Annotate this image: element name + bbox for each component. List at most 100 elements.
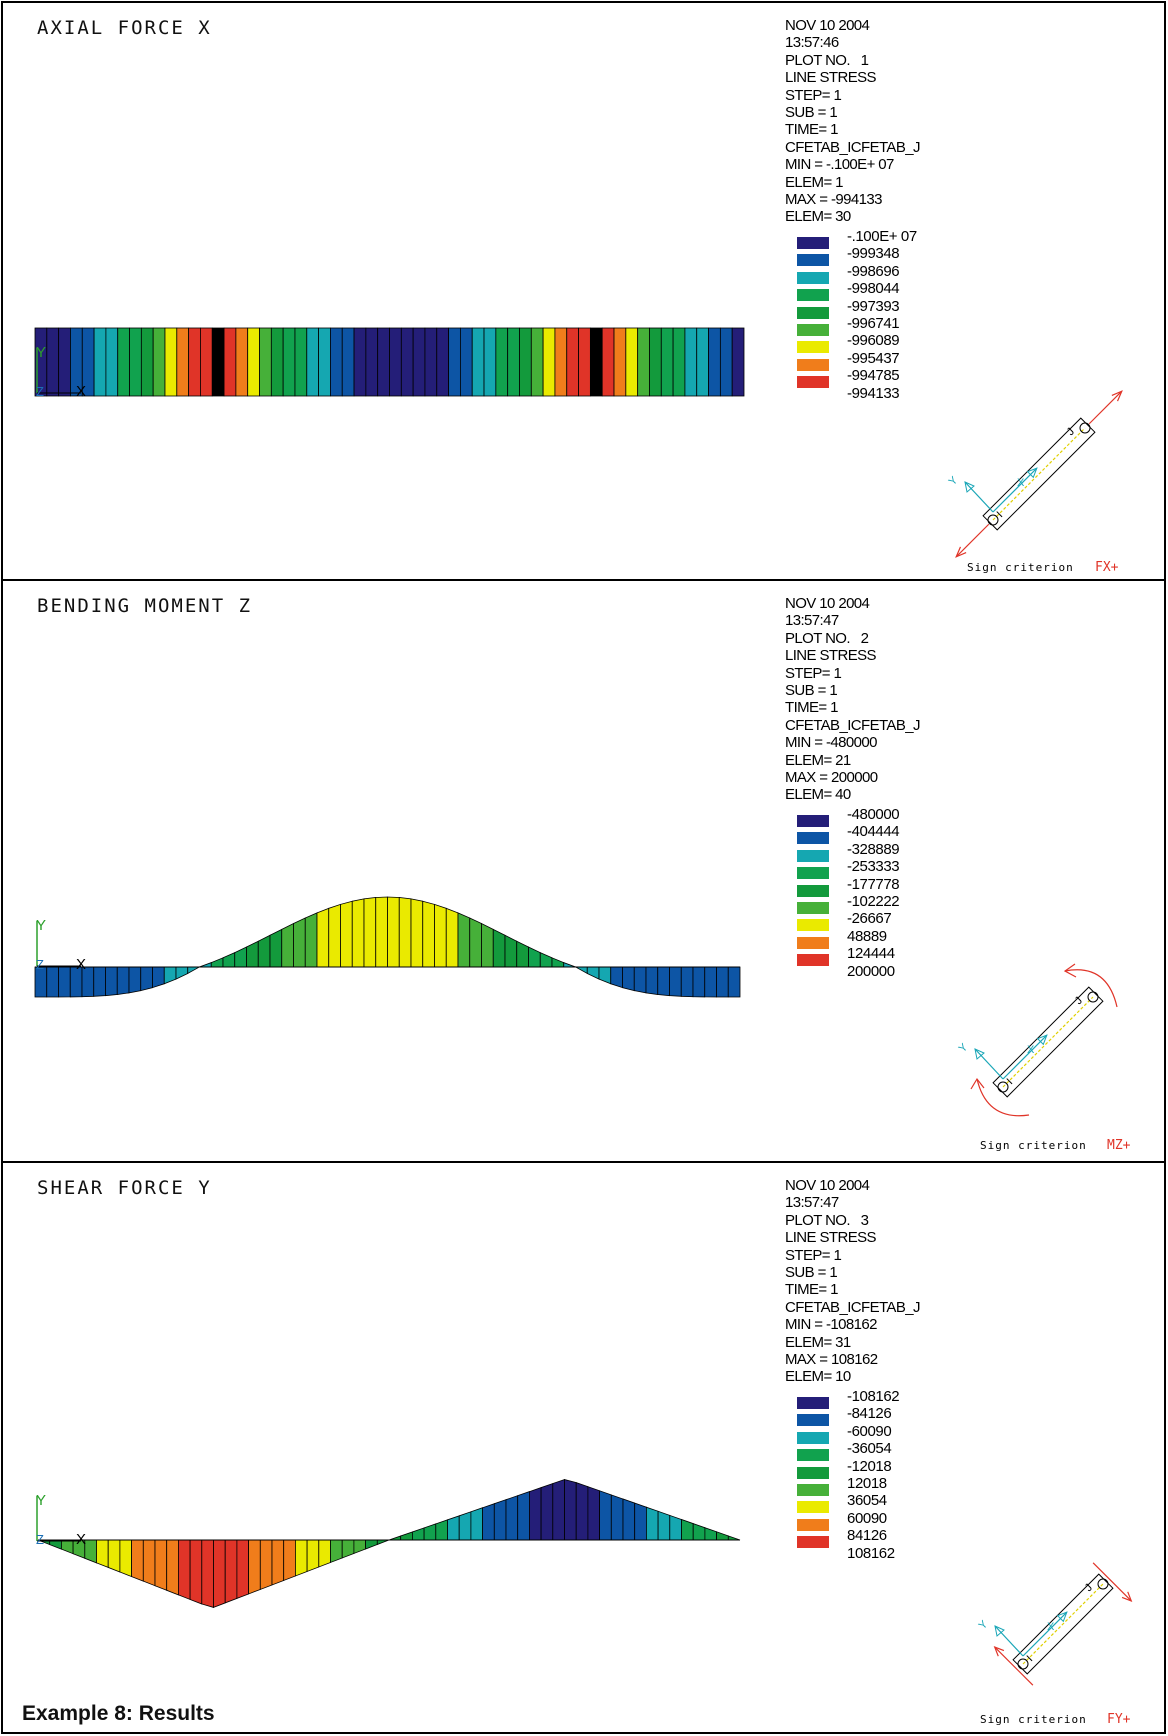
band	[708, 327, 721, 397]
info-item: CFETAB_ICFETAB_J	[785, 138, 920, 156]
legend-label: -36054	[847, 1440, 892, 1458]
band	[246, 940, 259, 968]
band	[669, 966, 682, 997]
band	[539, 951, 553, 968]
legend-row: -995437	[797, 350, 927, 371]
legend-label: 108162	[847, 1544, 895, 1562]
legend-row: -998696	[797, 263, 927, 284]
band	[519, 327, 532, 397]
band	[625, 327, 639, 397]
band	[46, 327, 60, 397]
legend-swatch	[797, 1501, 829, 1514]
band	[610, 966, 623, 989]
legend-row: -996089	[797, 332, 927, 354]
bending-moment-panel: BENDING MOMENT Z NOV 10 2004 13:57:47 PL…	[1, 579, 1166, 1163]
band	[293, 917, 306, 968]
legend-swatch	[797, 323, 829, 336]
sign-criterion-code: FY+	[1107, 1712, 1131, 1727]
sign-criterion-code: FX+	[1095, 560, 1119, 575]
band	[435, 1519, 448, 1541]
band	[483, 327, 497, 397]
band	[411, 1527, 425, 1541]
info-time: 13:57:47	[785, 1194, 839, 1212]
band	[188, 327, 201, 397]
legend-swatch	[797, 1536, 829, 1549]
info-min-elem: ELEM= 31	[785, 1333, 851, 1351]
panel-title: SHEAR FORCE Y	[37, 1177, 212, 1199]
band	[507, 327, 520, 397]
band	[177, 1539, 191, 1601]
band	[457, 912, 471, 968]
band	[424, 327, 438, 397]
band	[163, 966, 177, 985]
band	[223, 327, 237, 397]
band	[704, 1527, 717, 1541]
y-axis-label: Y	[36, 917, 46, 934]
band	[471, 327, 485, 397]
band	[646, 1506, 659, 1541]
legend-row: -253333	[797, 858, 927, 880]
band	[116, 966, 130, 995]
band	[657, 1510, 671, 1541]
band	[376, 1539, 390, 1546]
band	[363, 897, 377, 968]
band	[716, 1531, 729, 1541]
band	[330, 327, 343, 397]
band	[269, 928, 283, 968]
contour-bands	[34, 327, 745, 397]
legend-label: -480000	[847, 806, 900, 823]
band	[282, 327, 296, 397]
legend-row: 12018	[797, 1474, 927, 1496]
band	[692, 966, 706, 998]
band	[140, 966, 153, 992]
legend-swatch	[797, 1449, 829, 1462]
local-x-arrowhead	[1026, 467, 1038, 479]
force-arrow-j	[1088, 390, 1123, 425]
band	[152, 327, 166, 397]
band	[166, 1539, 179, 1596]
legend-row: -996741	[797, 315, 927, 336]
info-step: STEP= 1	[785, 86, 842, 104]
global-axes: Y X Z	[36, 1492, 86, 1548]
band	[142, 1539, 156, 1587]
legend-row: 84126	[797, 1527, 927, 1549]
legend-label: 12018	[847, 1474, 887, 1492]
node-i-label: I	[1025, 1653, 1036, 1664]
node-j-icon	[1087, 991, 1099, 1003]
band	[564, 1479, 577, 1541]
legend-label: -102222	[847, 892, 900, 910]
legend-row: -404444	[797, 823, 927, 845]
local-y-arrowhead	[994, 1625, 1005, 1637]
legend-label: -84126	[847, 1405, 892, 1423]
legend-label: 200000	[847, 962, 895, 980]
legend-label: 84126	[847, 1527, 887, 1545]
band	[637, 327, 650, 397]
band	[119, 1539, 133, 1578]
band	[482, 1503, 495, 1541]
band	[353, 1539, 367, 1555]
band	[388, 1535, 402, 1541]
band	[211, 327, 225, 397]
band	[458, 1511, 472, 1541]
info-step: STEP= 1	[785, 1246, 842, 1264]
force-arrow-i	[955, 523, 990, 558]
node-i-label: I	[995, 509, 1006, 520]
info-time-val: TIME= 1	[785, 699, 839, 717]
band	[330, 1539, 343, 1564]
band	[649, 327, 662, 397]
legend-row: 200000	[797, 963, 927, 980]
band	[248, 1539, 261, 1595]
shear-arrowhead-i	[993, 1645, 1005, 1657]
local-y-axis	[974, 1048, 1004, 1080]
legend-row: -328889	[797, 841, 927, 862]
z-axis-label: Z	[36, 957, 44, 972]
shear-arrow-j	[1092, 1562, 1132, 1602]
band	[552, 1478, 565, 1541]
band	[387, 896, 400, 968]
band	[589, 327, 603, 397]
band	[271, 1539, 285, 1586]
info-line-stress: LINE STRESS	[785, 1229, 877, 1247]
band	[294, 1539, 308, 1577]
sign-criterion-label: Sign criterion	[980, 1713, 1087, 1726]
